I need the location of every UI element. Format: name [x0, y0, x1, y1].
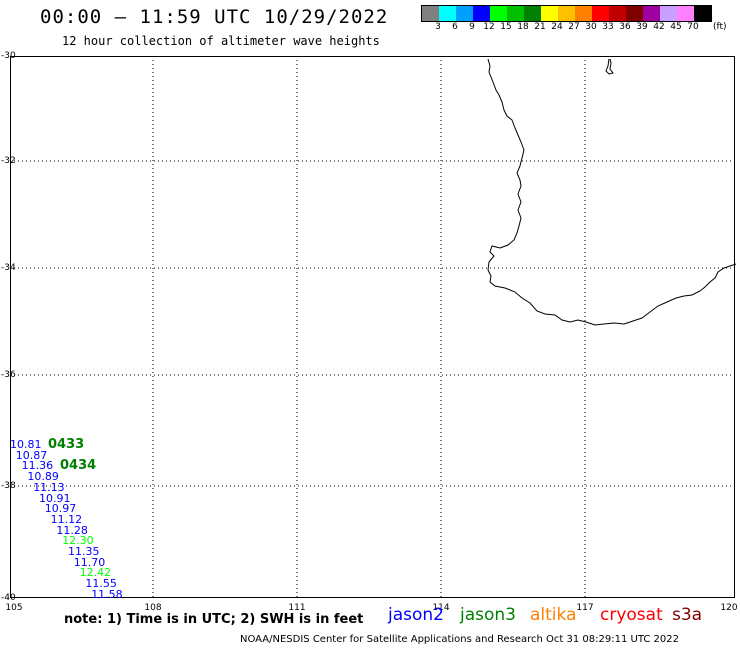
coastline-island [605, 58, 614, 75]
longitude-label: 108 [144, 603, 162, 613]
longitude-label: 111 [288, 603, 306, 613]
colorbar-swatch [490, 6, 507, 21]
colorbar-tick-label: 24 [551, 22, 563, 32]
footnote: note: 1) Time is in UTC; 2) SWH is in fe… [64, 612, 364, 627]
colorbar-tick-label: 39 [636, 22, 648, 32]
credit-line: NOAA/NESDIS Center for Satellite Applica… [240, 634, 679, 645]
longitude-label: 114 [432, 603, 450, 613]
colorbar-tick-label: 42 [653, 22, 665, 32]
latitude-label: -36 [1, 370, 16, 380]
longitude-label: 120 [720, 603, 738, 613]
colorbar-tick-label: 30 [585, 22, 597, 32]
colorbar-tick-label: 9 [469, 22, 475, 32]
colorbar-swatch [473, 6, 490, 21]
latitude-label: -38 [1, 481, 16, 491]
colorbar-tick-label: 18 [517, 22, 529, 32]
wave-height-value: 11.13 [33, 480, 65, 494]
colorbar-tick-label: 21 [534, 22, 546, 32]
graticule [10, 56, 735, 598]
wave-height-colorbar [421, 5, 712, 22]
colorbar-tick-label: 27 [568, 22, 580, 32]
colorbar-tick-label: 33 [602, 22, 614, 32]
map-subtitle: 12 hour collection of altimeter wave hei… [62, 34, 380, 48]
colorbar-swatch [507, 6, 524, 21]
pass-time-label: 0433 [48, 437, 85, 452]
wave-height-value: 11.70 [73, 555, 106, 569]
colorbar-swatch [643, 6, 660, 21]
colorbar-swatch [422, 6, 439, 21]
colorbar-swatch [575, 6, 592, 21]
colorbar-tick-label: 3 [435, 22, 441, 32]
colorbar-swatch [677, 6, 694, 21]
colorbar-tick-label: 12 [483, 22, 495, 32]
wave-height-value: 12.42 [79, 566, 112, 580]
map-frame [10, 56, 735, 598]
wave-height-value: 10.87 [15, 448, 48, 462]
wave-height-value: 10.91 [39, 491, 71, 505]
colorbar-swatch [439, 6, 456, 21]
wave-height-value: 11.58 [91, 587, 123, 601]
colorbar-swatch [456, 6, 473, 21]
longitude-label: 117 [576, 603, 594, 613]
legend-jason3: jason3 [460, 605, 516, 625]
colorbar-swatch [626, 6, 643, 21]
latitude-label: -34 [1, 263, 16, 273]
colorbar-unit: (ft) [713, 22, 727, 32]
colorbar-swatch [609, 6, 626, 21]
colorbar-swatch [541, 6, 558, 21]
wave-height-value: 10.81 [10, 438, 42, 451]
latitude-label: -30 [1, 51, 16, 61]
wave-height-value: 10.97 [44, 502, 77, 516]
wave-height-value: 11.12 [50, 512, 83, 526]
colorbar-swatch [660, 6, 677, 21]
wave-height-value: 10.89 [27, 470, 59, 484]
colorbar-swatch [524, 6, 541, 21]
colorbar-tick-label: 45 [670, 22, 682, 32]
colorbar-tick-label: 15 [500, 22, 512, 32]
longitude-label: 105 [5, 603, 23, 613]
colorbar-labels: 3 6 9 12 15 18 21 24 27 30 33 36 39 42 45 70 [421, 22, 740, 34]
latitude-label: -32 [1, 156, 16, 166]
wave-height-value: 11.55 [85, 577, 117, 591]
colorbar-swatch [694, 6, 711, 21]
latitude-label: -40 [1, 593, 16, 603]
colorbar-tick-label: 6 [452, 22, 458, 32]
wave-height-value: 11.36 [21, 459, 54, 473]
legend-jason2: jason2 [388, 605, 444, 625]
wave-height-value: 12.30 [62, 534, 94, 548]
coastline [487, 58, 737, 326]
legend-cryosat: cryosat [600, 605, 663, 625]
legend-altika: altika [530, 605, 577, 625]
colorbar-swatch [592, 6, 609, 21]
legend-s3a: s3a [672, 605, 703, 625]
colorbar-tick-label: 70 [687, 22, 699, 32]
pass-time-label: 0434 [60, 458, 97, 473]
colorbar-tick-label: 36 [619, 22, 631, 32]
wave-height-value: 11.35 [68, 545, 100, 558]
map-title: 00:00 – 11:59 UTC 10/29/2022 [40, 6, 389, 28]
wave-height-value: 11.28 [56, 523, 88, 537]
colorbar-swatch [558, 6, 575, 21]
